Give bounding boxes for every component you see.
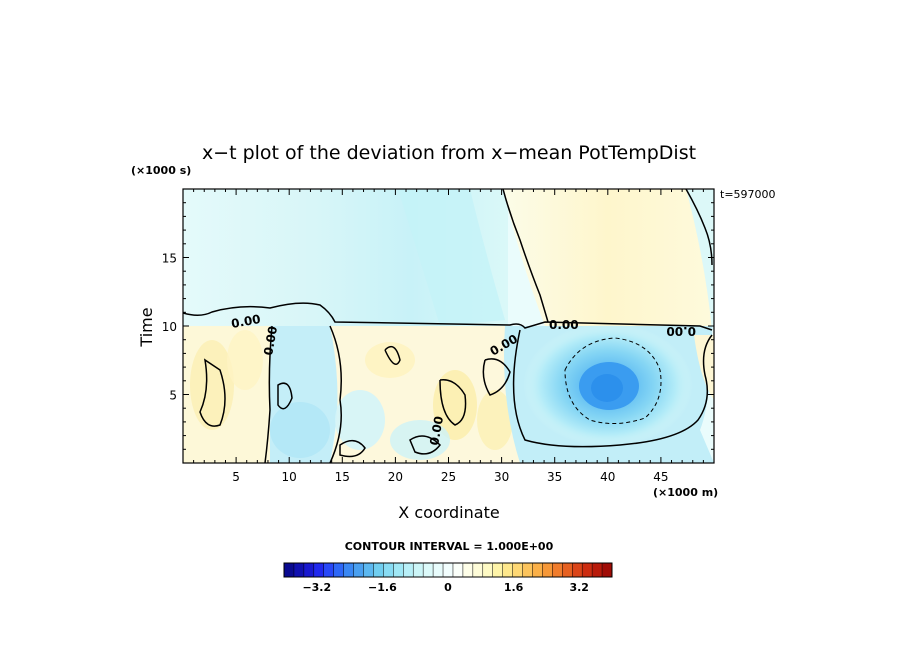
warm-patch-mid <box>433 370 477 440</box>
y-tick-label: 5 <box>169 389 177 403</box>
zero-contour-lower-left <box>199 358 226 427</box>
colorbar-swatch <box>353 563 364 577</box>
colorbar-swatch <box>502 563 513 577</box>
warm-patch-left <box>190 340 234 430</box>
colorbar-swatch <box>492 563 503 577</box>
zero-contour-upper-diagonal <box>502 189 549 323</box>
colorbar-swatch <box>472 563 484 577</box>
corner-time-label: t=597000 <box>720 188 776 201</box>
colorbar-tick-label: 0 <box>444 581 452 594</box>
zero-contour-bottom-mid <box>409 435 441 455</box>
upper-warm-region <box>503 189 712 326</box>
colorbar-swatch <box>313 563 325 577</box>
colorbar-swatch <box>562 563 573 577</box>
zero-contour-cold-band-right <box>329 325 342 463</box>
cold-patch-band <box>270 402 330 458</box>
colorbar-swatch <box>323 563 334 577</box>
zero-contour-warm-mid <box>439 379 467 426</box>
colorbar-swatch <box>522 563 533 577</box>
colorbar-swatch <box>532 563 543 577</box>
cold-patch-mid <box>335 390 385 450</box>
contour-lines <box>183 189 713 463</box>
cold-tongue <box>398 189 505 326</box>
colorbar-swatch <box>413 563 424 577</box>
y-axis-label: Time <box>137 307 156 347</box>
colorbar-swatch <box>303 563 315 577</box>
colorbar-swatch <box>602 563 613 577</box>
upper-right-cold-region <box>686 189 714 330</box>
colorbar-tick-label: −1.6 <box>368 581 397 594</box>
colorbar-swatch <box>572 563 583 577</box>
colorbar-swatch <box>433 563 444 577</box>
colorbar <box>283 562 613 578</box>
x-tick-label: 25 <box>441 470 456 484</box>
warm-patch-left-2 <box>227 330 263 390</box>
x-tick-label: 45 <box>653 470 668 484</box>
colorbar-swatch <box>542 563 553 577</box>
colorbar-swatch <box>333 563 344 577</box>
contour-label-6: 0.00 <box>666 324 696 338</box>
x-tick-label: 40 <box>600 470 615 484</box>
y-tick-label: 15 <box>162 252 177 266</box>
x-tick-label: 10 <box>282 470 297 484</box>
negative-contour-dashed <box>564 337 662 424</box>
colorbar-swatch <box>284 563 295 577</box>
x-tick-label: 35 <box>547 470 562 484</box>
cold-anomaly-center <box>591 374 623 402</box>
colorbar-swatch <box>482 563 494 577</box>
contour-label-4: 0.00 <box>549 318 579 332</box>
contour-label-2: 0.00 <box>261 325 280 357</box>
contour-interval-text: CONTOUR INTERVAL = 1.000E+00 <box>345 540 554 553</box>
contour-label-1: 0.00 <box>230 312 262 331</box>
colorbar-swatch <box>393 563 404 577</box>
zero-contour-boundary <box>183 302 713 331</box>
colorbar-swatch <box>363 563 374 577</box>
plot-field <box>183 189 714 463</box>
x-axis-ticks: 5 10 15 20 25 30 35 40 45 <box>193 189 704 484</box>
colorbar-tick-label: 3.2 <box>569 581 589 594</box>
colorbar-swatch <box>373 563 384 577</box>
y-unit-label: (×1000 s) <box>131 164 191 177</box>
zero-contour-left-band <box>264 325 273 463</box>
colorbar-swatch <box>293 563 305 577</box>
zero-contour-warm-right <box>482 358 511 396</box>
zero-contour-right-side <box>512 329 713 448</box>
colorbar-swatch <box>462 563 474 577</box>
zero-contour-upper-right <box>685 189 713 266</box>
x-tick-label: 15 <box>335 470 350 484</box>
warm-patch-mid-2 <box>477 390 513 450</box>
contour-label-5: 0.00 <box>427 415 446 447</box>
x-axis-label: X coordinate <box>398 503 499 522</box>
x-tick-label: 20 <box>388 470 403 484</box>
chart-title: x−t plot of the deviation from x−mean Po… <box>202 142 696 164</box>
colorbar-swatch <box>383 563 394 577</box>
y-tick-label: 10 <box>162 320 177 334</box>
colorbar-tick-label: 1.6 <box>504 581 524 594</box>
colorbar-swatch <box>592 563 603 577</box>
colorbar-swatch <box>443 563 454 577</box>
colorbar-swatch <box>512 563 523 577</box>
colorbar-swatch <box>452 563 464 577</box>
x-unit-label: (×1000 m) <box>653 486 718 499</box>
colorbar-swatch <box>423 563 434 577</box>
contour-labels: 0.00 0.00 0.00 0.00 0.00 0.00 <box>230 312 696 446</box>
zero-contour-bottom-left <box>339 439 366 458</box>
colorbar-swatch <box>403 563 414 577</box>
colorbar-swatch <box>552 563 563 577</box>
zero-contour-mid-left <box>384 345 401 365</box>
colorbar-tick-labels: −3.2 −1.6 0 1.6 3.2 <box>302 581 589 594</box>
colorbar-frame <box>283 562 613 578</box>
zero-contour-left-isle <box>277 382 293 410</box>
x-tick-label: 5 <box>232 470 240 484</box>
x-tick-label: 30 <box>494 470 509 484</box>
colorbar-swatch <box>343 563 354 577</box>
colorbar-swatch <box>582 563 593 577</box>
colorbar-tick-label: −3.2 <box>302 581 331 594</box>
y-axis-ticks: 5 10 15 <box>162 202 714 450</box>
